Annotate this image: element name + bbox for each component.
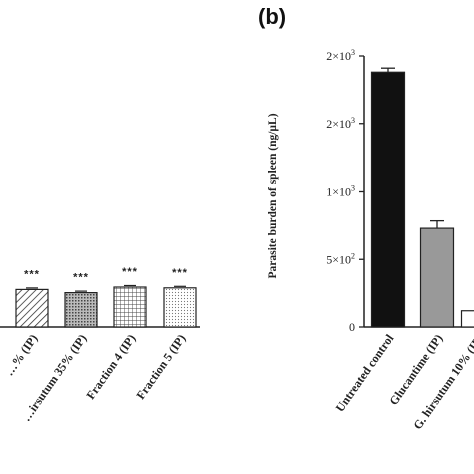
panel-b-x-tick-label: G. hirsutum 10% (IP): [410, 332, 474, 432]
panel-a-significance: ***: [24, 268, 40, 280]
panel-a-significance: ***: [73, 272, 89, 284]
panel-a-chart: *** *** *** *** …% (IP)…irsutum 35% (IP)Fra…: [0, 266, 200, 424]
panel-a-bar: [15, 288, 49, 328]
panel-b-label: (b): [258, 4, 286, 29]
panel-a-x-tick-label: Fraction 5 (IP): [133, 332, 188, 402]
panel-a-x-tick-label: …% (IP): [2, 332, 40, 379]
panel-b-chart: 0 5×102 1×103 2×103 2×103 Untreated controlG…: [267, 48, 474, 432]
panel-a-bar: [113, 286, 147, 328]
panel-b-bar: [460, 310, 474, 328]
panel-a-bar: [64, 292, 98, 328]
panel-b-x-tick-label: Untreated control: [333, 331, 397, 414]
panel-b-y-axis-label: Parasite burden of spleen (ng/µL): [267, 113, 279, 278]
panel-b-y-tick-label: 2×103: [326, 48, 355, 63]
panel-b-bar: [419, 227, 455, 328]
panel-b-y-tick-label: 5×102: [326, 251, 355, 266]
panel-a-significance: ***: [122, 266, 138, 278]
panel-b-y-tick-label: 2×103: [326, 116, 355, 131]
panel-b-bar: [370, 71, 406, 328]
panel-a-bar: [163, 287, 197, 328]
panel-b-y-tick-label: 1×103: [326, 184, 355, 199]
panel-a-significance: ***: [172, 267, 188, 279]
panel-b-y-tick-label: 0: [349, 320, 355, 334]
panel-a-x-tick-label: Fraction 4 (IP): [83, 332, 138, 402]
